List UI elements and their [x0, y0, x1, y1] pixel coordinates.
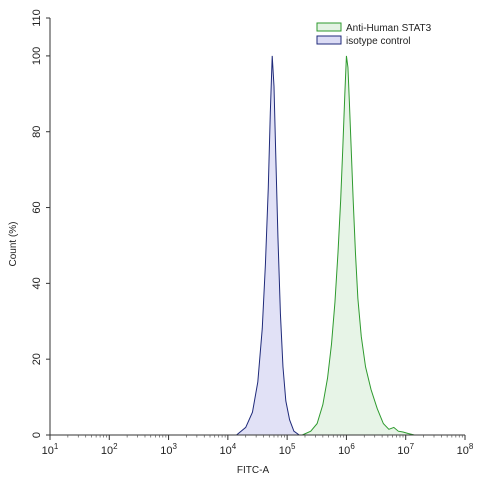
- series-area-1: [236, 55, 300, 435]
- x-tick-label: 107: [397, 442, 414, 457]
- series-layer: [236, 55, 415, 436]
- y-tick-label: 20: [31, 353, 43, 365]
- legend: Anti-Human STAT3 isotype control: [316, 22, 432, 47]
- legend-label-1: isotype control: [346, 36, 410, 47]
- y-tick-label: 60: [31, 201, 43, 213]
- x-tick-label: 104: [220, 442, 237, 457]
- legend-swatch-1: [316, 35, 342, 45]
- legend-swatch-0: [316, 22, 342, 32]
- series-line-1: [236, 55, 300, 436]
- y-tick-label: 0: [31, 432, 43, 438]
- y-tick-label: 100: [31, 47, 43, 65]
- legend-label-0: Anti-Human STAT3: [346, 23, 432, 34]
- x-tick-label: 105: [279, 442, 296, 457]
- y-axis-label: Count (%): [8, 221, 19, 266]
- x-axis-label: FITC-A: [237, 465, 270, 476]
- y-tick-label: 40: [31, 277, 43, 289]
- series-area-0: [302, 55, 415, 435]
- y-tick-label: 110: [31, 9, 43, 27]
- x-tick-label: 103: [160, 442, 177, 457]
- x-tick-label: 102: [101, 442, 118, 457]
- axes: 0 20 40 60 80 100 110 101 102 103 104 105 106 107 108: [31, 9, 474, 457]
- x-tick-label: 101: [42, 442, 59, 457]
- y-tick-label: 80: [31, 126, 43, 138]
- series-line-0: [302, 55, 415, 436]
- x-tick-label: 106: [338, 442, 355, 457]
- x-tick-label: 108: [457, 442, 474, 457]
